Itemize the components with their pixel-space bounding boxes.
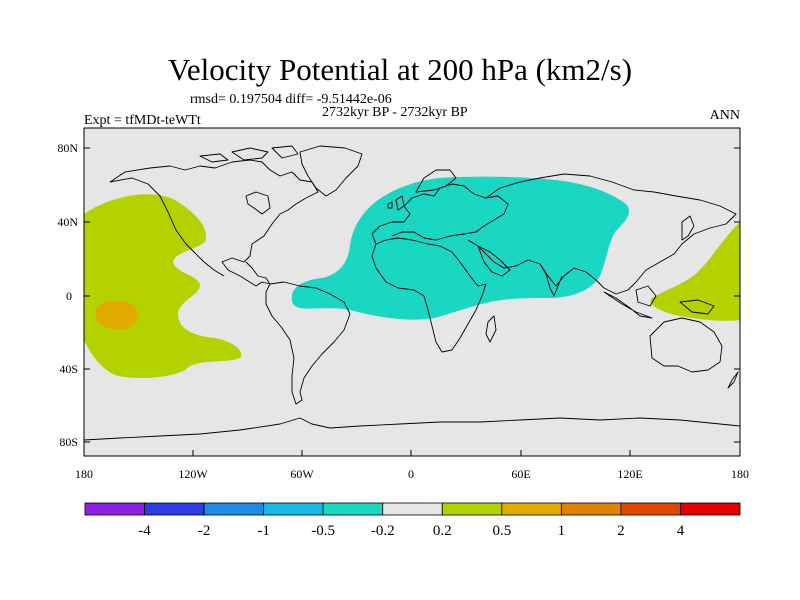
negative-region (291, 176, 630, 320)
coastlines (84, 145, 740, 441)
plot-title: Velocity Potential at 200 hPa (km2/s) (167, 52, 633, 87)
x-tick-label: 60E (511, 467, 530, 481)
colorbar-swatch (441, 502, 503, 516)
y-tick-label: 0 (66, 289, 72, 303)
colorbar-swatch (263, 502, 324, 516)
coast-west-north-america (109, 177, 225, 277)
coast-new-guinea (679, 299, 715, 315)
coast-japan (681, 215, 695, 241)
x-tick-label: 120E (617, 467, 642, 481)
colorbar-swatch (144, 502, 205, 516)
colorbar-label: -2 (198, 523, 211, 539)
x-tick-label: 60W (290, 467, 314, 481)
x-tick-label: 0 (408, 467, 414, 481)
colorbar-labels: -4 -2 -1 -0.5 -0.2 0.2 0.5 1 2 4 (138, 523, 684, 539)
colorbar-swatch (84, 502, 145, 516)
colorbar-swatch (322, 502, 384, 516)
coast-arctic-islands (199, 145, 299, 163)
positive-strong-spot (96, 300, 139, 330)
coast-antarctica (84, 417, 740, 441)
coast-asia (467, 173, 737, 295)
x-ticks (83, 450, 741, 456)
colorbar-label: 0.5 (492, 523, 511, 539)
colorbar-label: -0.5 (311, 523, 335, 539)
x-tick-label: 180 (75, 467, 93, 481)
y-tick-label: 80N (57, 141, 78, 155)
coast-borneo (635, 285, 657, 307)
colorbar-label: 4 (677, 523, 685, 539)
coast-australia (649, 317, 723, 373)
colorbar-swatch (560, 502, 622, 516)
colorbar-label: -1 (257, 523, 270, 539)
period-label: 2732kyr BP - 2732kyr BP (322, 105, 468, 120)
coast-south-america (265, 281, 351, 405)
colorbar-swatch (501, 502, 562, 516)
coast-madagascar (485, 315, 497, 343)
stats-label: rmsd= 0.197504 diff= -9.51442e-06 (190, 92, 392, 107)
colorbar-label: 1 (558, 523, 566, 539)
x-tick-label: 180 (731, 467, 749, 481)
colorbar-label: 0.2 (433, 523, 452, 539)
coast-new-zealand (727, 371, 739, 389)
coast-hudson-bay (245, 191, 271, 215)
y-tick-label: 80S (59, 435, 78, 449)
colorbar-label: -4 (138, 523, 151, 539)
coast-africa (371, 237, 487, 353)
colorbar-label: -0.2 (371, 523, 395, 539)
positive-region-east (650, 222, 740, 321)
y-ticks (84, 147, 740, 443)
colorbar-swatch (680, 502, 741, 516)
map-frame (83, 127, 741, 457)
y-tick-label: 40S (59, 362, 78, 376)
coast-greenland (299, 145, 363, 197)
coast-scandinavia (415, 169, 457, 193)
x-tick-label: 120W (178, 467, 208, 481)
experiment-label: Expt = tfMDt-teWTt (84, 113, 201, 128)
coast-europe (371, 183, 509, 245)
coast-arabia (477, 245, 511, 277)
y-tick-label: 40N (57, 215, 78, 229)
colorbar-swatch (382, 502, 443, 516)
colorbar-swatch (203, 502, 265, 516)
coast-british-isles (387, 195, 405, 211)
colorbar-label: 2 (617, 523, 625, 539)
coast-north-america (109, 159, 319, 287)
coast-sumatra-java (603, 291, 653, 319)
positive-region-pacific (84, 194, 242, 378)
colorbar (84, 502, 741, 516)
season-label: ANN (709, 108, 740, 123)
colorbar-swatch (620, 502, 681, 516)
coast-india (539, 263, 563, 297)
